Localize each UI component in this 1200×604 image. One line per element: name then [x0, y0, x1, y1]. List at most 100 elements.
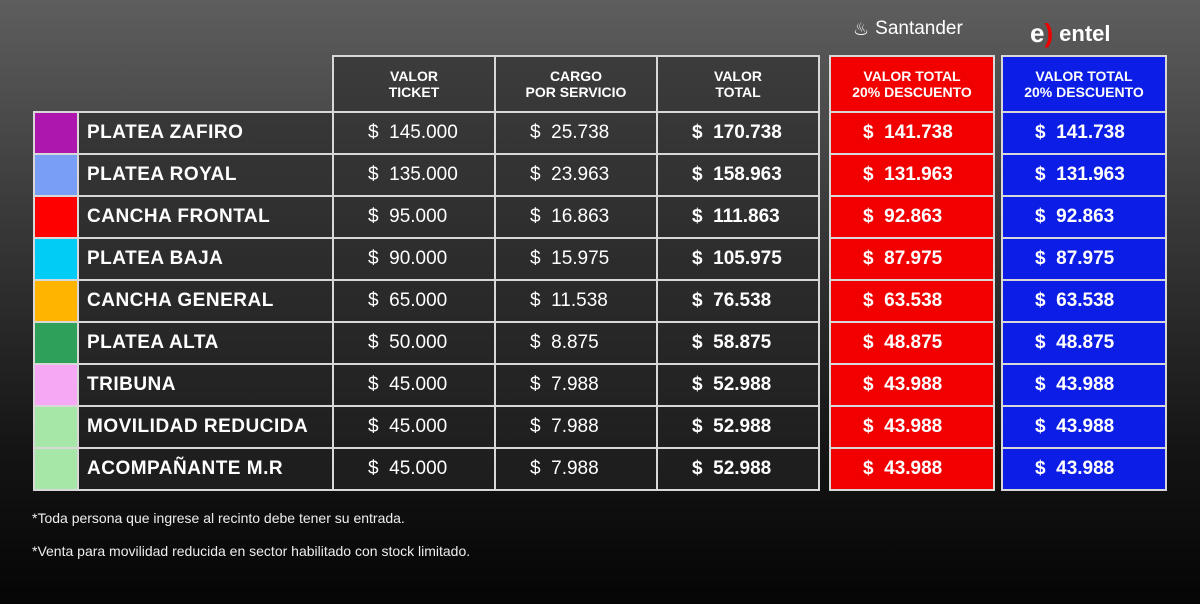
table-row: ACOMPAÑANTE M.R $ 45.000 $ 7.988 $ 52.98…	[33, 447, 820, 491]
santander-discount-value: $ 131.963	[829, 153, 995, 197]
sector-color-swatch	[33, 321, 79, 365]
service-charge: $ 8.875	[494, 321, 658, 365]
sector-color-swatch	[33, 447, 79, 491]
entel-discount-value: $ 43.988	[1001, 405, 1167, 449]
entel-row: $ 43.988	[1001, 405, 1167, 449]
sector-name: TRIBUNA	[77, 363, 334, 407]
ticket-value: $ 135.000	[332, 153, 496, 197]
santander-discount-value: $ 43.988	[829, 405, 995, 449]
table-row: PLATEA ROYAL $ 135.000 $ 23.963 $ 158.96…	[33, 153, 820, 197]
service-charge: $ 23.963	[494, 153, 658, 197]
santander-row: $ 92.863	[829, 195, 995, 239]
entel-discount-value: $ 131.963	[1001, 153, 1167, 197]
entel-row: $ 87.975	[1001, 237, 1167, 281]
sector-name: CANCHA FRONTAL	[77, 195, 334, 239]
entel-row: $ 92.863	[1001, 195, 1167, 239]
santander-logo: ♨ Santander	[853, 18, 963, 40]
sector-color-swatch	[33, 111, 79, 155]
note-entry: *Toda persona que ingrese al recinto deb…	[32, 510, 405, 526]
price-table: VALOR TICKET CARGO POR SERVICIO VALOR TO…	[33, 55, 820, 491]
santander-discount-value: $ 63.538	[829, 279, 995, 323]
header-row: VALOR TICKET CARGO POR SERVICIO VALOR TO…	[34, 55, 820, 113]
header-ticket: VALOR TICKET	[332, 55, 496, 113]
total-value: $ 76.538	[656, 279, 820, 323]
santander-row: $ 131.963	[829, 153, 995, 197]
total-value: $ 52.988	[656, 447, 820, 491]
entel-discount-value: $ 43.988	[1001, 363, 1167, 407]
santander-discount-value: $ 43.988	[829, 363, 995, 407]
entel-discount-value: $ 141.738	[1001, 111, 1167, 155]
santander-discount-value: $ 141.738	[829, 111, 995, 155]
santander-table: VALOR TOTAL 20% DESCUENTO $ 141.738 $ 131.…	[829, 55, 995, 491]
service-charge: $ 7.988	[494, 405, 658, 449]
sector-name: PLATEA ALTA	[77, 321, 334, 365]
header-entel-discount: VALOR TOTAL 20% DESCUENTO	[1001, 55, 1167, 113]
entel-row: $ 43.988	[1001, 363, 1167, 407]
total-value: $ 105.975	[656, 237, 820, 281]
service-charge: $ 11.538	[494, 279, 658, 323]
sector-name: MOVILIDAD REDUCIDA	[77, 405, 334, 449]
sector-color-swatch	[33, 405, 79, 449]
sector-name: PLATEA BAJA	[77, 237, 334, 281]
entel-row: $ 63.538	[1001, 279, 1167, 323]
blank-header	[34, 56, 333, 112]
santander-discount-value: $ 43.988	[829, 447, 995, 491]
header-total: VALOR TOTAL	[656, 55, 820, 113]
header-cargo: CARGO POR SERVICIO	[494, 55, 658, 113]
santander-discount-value: $ 48.875	[829, 321, 995, 365]
sector-color-swatch	[33, 195, 79, 239]
ticket-value: $ 45.000	[332, 363, 496, 407]
entel-e-icon: e)	[1030, 18, 1054, 48]
sector-color-swatch	[33, 153, 79, 197]
sector-color-swatch	[33, 237, 79, 281]
santander-discount-value: $ 92.863	[829, 195, 995, 239]
total-value: $ 170.738	[656, 111, 820, 155]
table-row: MOVILIDAD REDUCIDA $ 45.000 $ 7.988 $ 52…	[33, 405, 820, 449]
santander-row: $ 48.875	[829, 321, 995, 365]
ticket-value: $ 50.000	[332, 321, 496, 365]
entel-row: $ 141.738	[1001, 111, 1167, 155]
entel-discount-value: $ 48.875	[1001, 321, 1167, 365]
entel-row: $ 43.988	[1001, 447, 1167, 491]
sector-name: PLATEA ROYAL	[77, 153, 334, 197]
total-value: $ 158.963	[656, 153, 820, 197]
entel-discount-value: $ 43.988	[1001, 447, 1167, 491]
ticket-value: $ 45.000	[332, 405, 496, 449]
service-charge: $ 15.975	[494, 237, 658, 281]
table-row: PLATEA BAJA $ 90.000 $ 15.975 $ 105.975	[33, 237, 820, 281]
santander-row: $ 43.988	[829, 405, 995, 449]
ticket-value: $ 45.000	[332, 447, 496, 491]
sector-name: ACOMPAÑANTE M.R	[77, 447, 334, 491]
service-charge: $ 16.863	[494, 195, 658, 239]
table-row: CANCHA GENERAL $ 65.000 $ 11.538 $ 76.53…	[33, 279, 820, 323]
total-value: $ 58.875	[656, 321, 820, 365]
entel-brand: entel	[1059, 20, 1111, 46]
entel-logo: e) entel	[1030, 18, 1111, 49]
ticket-value: $ 95.000	[332, 195, 496, 239]
santander-row: $ 43.988	[829, 363, 995, 407]
santander-row: $ 63.538	[829, 279, 995, 323]
ticket-value: $ 145.000	[332, 111, 496, 155]
header-santander-discount: VALOR TOTAL 20% DESCUENTO	[829, 55, 995, 113]
entel-table: VALOR TOTAL 20% DESCUENTO $ 141.738 $ 131.…	[1001, 55, 1167, 491]
sector-name: CANCHA GENERAL	[77, 279, 334, 323]
table-row: TRIBUNA $ 45.000 $ 7.988 $ 52.988	[33, 363, 820, 407]
service-charge: $ 7.988	[494, 363, 658, 407]
flame-icon: ♨	[853, 18, 870, 39]
santander-brand: Santander	[875, 18, 963, 39]
entel-discount-value: $ 87.975	[1001, 237, 1167, 281]
santander-row: $ 87.975	[829, 237, 995, 281]
sector-color-swatch	[33, 363, 79, 407]
table-row: PLATEA ALTA $ 50.000 $ 8.875 $ 58.875	[33, 321, 820, 365]
santander-row: $ 43.988	[829, 447, 995, 491]
sector-name: PLATEA ZAFIRO	[77, 111, 334, 155]
total-value: $ 52.988	[656, 405, 820, 449]
sector-color-swatch	[33, 279, 79, 323]
santander-discount-value: $ 87.975	[829, 237, 995, 281]
total-value: $ 111.863	[656, 195, 820, 239]
table-row: CANCHA FRONTAL $ 95.000 $ 16.863 $ 111.8…	[33, 195, 820, 239]
service-charge: $ 7.988	[494, 447, 658, 491]
entel-row: $ 48.875	[1001, 321, 1167, 365]
service-charge: $ 25.738	[494, 111, 658, 155]
note-mobility: *Venta para movilidad reducida en sector…	[32, 543, 471, 559]
